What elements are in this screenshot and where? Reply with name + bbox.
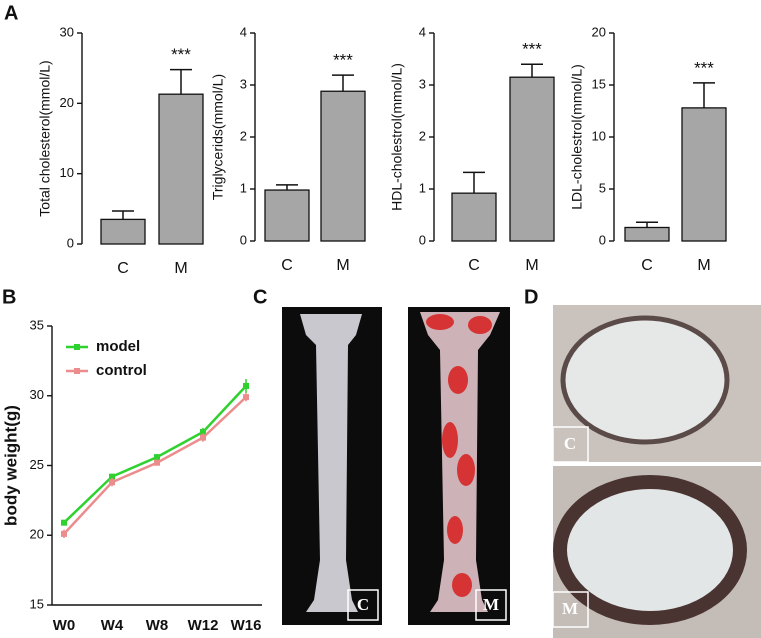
bar — [451, 192, 497, 242]
point — [154, 454, 160, 461]
panel-label: D — [524, 286, 538, 308]
y-tick-label: 20 — [592, 24, 606, 39]
y-tick-label: 5 — [599, 180, 606, 195]
x-tick-label: W8 — [146, 617, 169, 634]
y-tick-label: 15 — [592, 76, 606, 91]
point — [109, 473, 115, 480]
y-tick-label: 15 — [30, 596, 44, 611]
bar — [681, 107, 727, 242]
y-axis-label: LDL-cholestrol(mmol/L) — [569, 64, 585, 209]
x-tick-label: C — [117, 260, 129, 277]
bar — [100, 218, 146, 245]
significance-label: *** — [333, 51, 353, 70]
y-tick-label: 3 — [240, 76, 247, 91]
bar — [509, 76, 555, 242]
x-tick-label: C — [281, 257, 293, 274]
photo-aorta-control: C — [282, 307, 382, 625]
photo-tag: C — [357, 595, 369, 614]
point — [61, 519, 67, 526]
photo-histology-model: M — [552, 466, 761, 638]
y-tick-label: 4 — [240, 24, 247, 39]
x-tick-label: M — [174, 260, 187, 277]
y-tick-label: 2 — [240, 128, 247, 143]
bar — [158, 93, 204, 245]
y-tick-label: 4 — [419, 24, 426, 39]
y-tick-label: 0 — [240, 232, 247, 247]
point — [154, 459, 160, 466]
significance-label: *** — [694, 58, 714, 77]
bar — [264, 189, 310, 242]
panel-label: C — [253, 286, 267, 308]
y-axis-label: HDL-cholestrol(mmol/L) — [389, 63, 405, 211]
y-axis-label: body weight(g) — [1, 405, 20, 526]
x-tick-label: M — [697, 257, 710, 274]
bar — [320, 90, 366, 242]
point — [200, 429, 206, 436]
legend-label: model — [96, 338, 140, 355]
legend-label: control — [96, 362, 147, 379]
photo-histology-control: C — [552, 305, 761, 463]
photo-aorta-model: M — [408, 307, 510, 625]
y-tick-label: 3 — [419, 76, 426, 91]
panel-label: A — [4, 2, 18, 24]
y-tick-label: 1 — [419, 180, 426, 195]
significance-label: *** — [522, 40, 542, 59]
y-tick-label: 30 — [60, 24, 74, 39]
x-tick-label: W4 — [101, 617, 124, 634]
y-tick-label: 10 — [60, 165, 74, 180]
panel-label: B — [2, 286, 16, 308]
y-tick-label: 0 — [599, 232, 606, 247]
y-tick-label: 20 — [30, 527, 44, 542]
y-tick-label: 0 — [67, 235, 74, 250]
y-tick-label: 2 — [419, 128, 426, 143]
point — [109, 479, 115, 486]
point — [243, 382, 249, 389]
x-tick-label: C — [468, 257, 480, 274]
photo-tag: C — [564, 434, 576, 453]
y-tick-label: 1 — [240, 180, 247, 195]
x-tick-label: W12 — [188, 617, 219, 634]
photo-tag: M — [562, 599, 578, 618]
legend-marker — [74, 344, 80, 350]
point — [200, 434, 206, 441]
point — [61, 530, 67, 537]
significance-label: *** — [171, 45, 191, 64]
y-tick-label: 25 — [30, 457, 44, 472]
y-axis-label: Total cholesterol(mmol/L) — [37, 60, 53, 216]
x-tick-label: M — [525, 257, 538, 274]
bar — [624, 226, 670, 242]
y-tick-label: 10 — [592, 128, 606, 143]
x-tick-label: W16 — [231, 617, 262, 634]
legend-marker — [74, 368, 80, 374]
point — [243, 394, 249, 401]
x-tick-label: M — [336, 257, 349, 274]
y-tick-label: 30 — [30, 387, 44, 402]
x-tick-label: C — [641, 257, 653, 274]
y-tick-label: 35 — [30, 317, 44, 332]
x-tick-label: W0 — [53, 617, 76, 634]
y-tick-label: 20 — [60, 95, 74, 110]
y-axis-label: Triglycerids(mmol/L) — [210, 74, 226, 200]
y-tick-label: 0 — [419, 232, 426, 247]
photo-tag: M — [483, 595, 499, 614]
